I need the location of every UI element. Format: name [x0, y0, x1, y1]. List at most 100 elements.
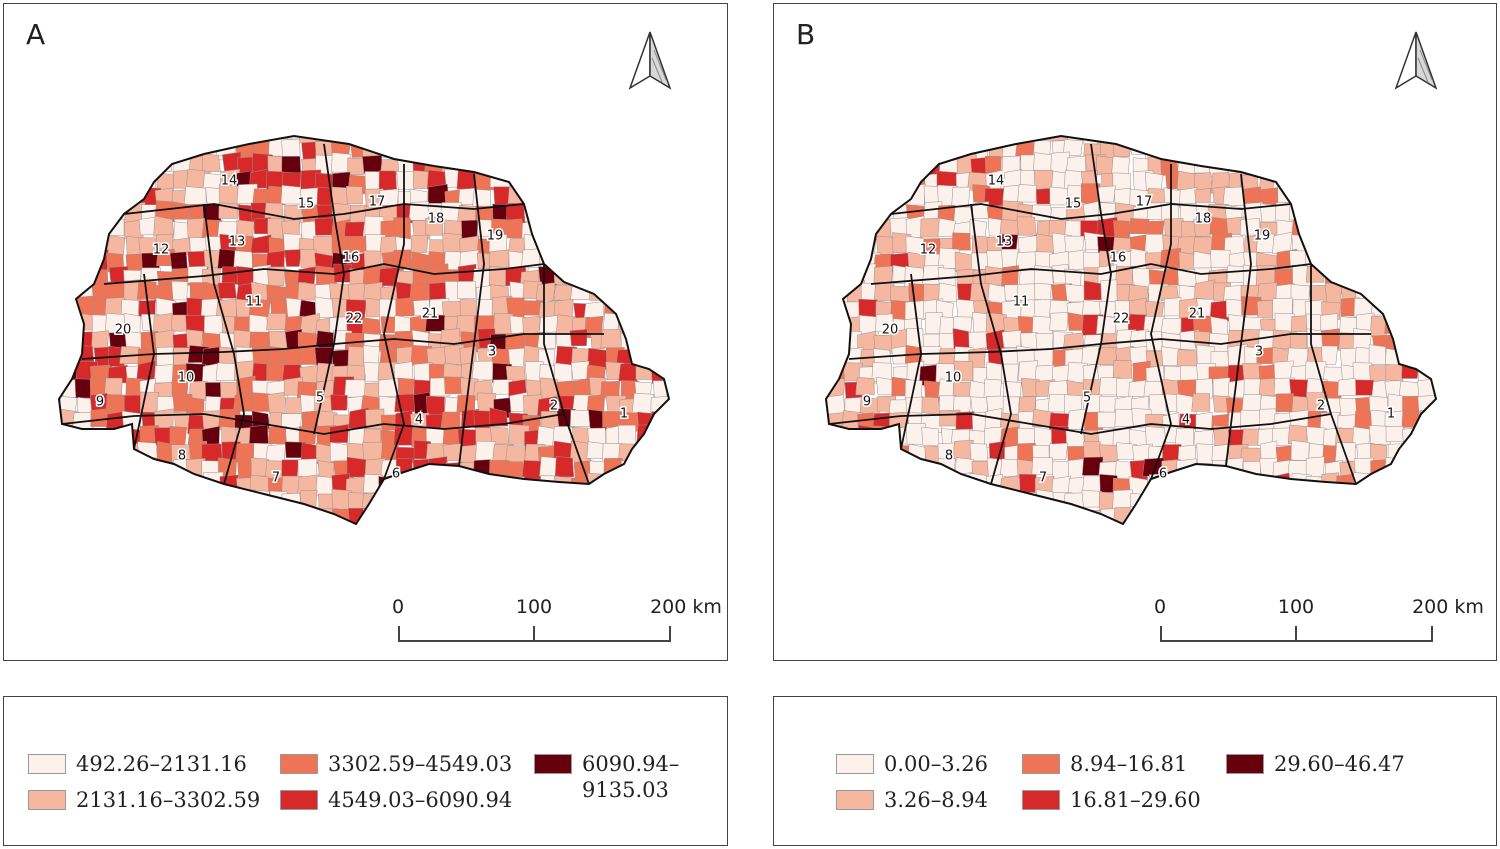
- municipality: [139, 474, 159, 497]
- municipality: [620, 137, 641, 157]
- municipality: [1371, 234, 1391, 256]
- municipality: [650, 396, 669, 413]
- municipality: [59, 153, 63, 172]
- municipality: [685, 330, 707, 348]
- municipality: [72, 504, 91, 524]
- municipality: [603, 473, 625, 492]
- municipality: [201, 153, 221, 172]
- municipality: [890, 136, 912, 142]
- region-label: 2: [550, 399, 558, 414]
- municipality: [1063, 139, 1083, 156]
- municipality: [665, 363, 669, 381]
- municipality: [1020, 540, 1043, 562]
- region-label: 14: [988, 174, 1005, 189]
- municipality: [826, 268, 833, 287]
- municipality: [1433, 459, 1436, 478]
- municipality: [620, 199, 642, 219]
- municipality: [826, 201, 830, 220]
- municipality: [668, 473, 669, 492]
- municipality: [107, 444, 126, 464]
- municipality: [633, 186, 657, 205]
- municipality: [635, 284, 654, 305]
- municipality: [347, 157, 365, 175]
- municipality: [1018, 360, 1039, 382]
- municipality: [1322, 203, 1339, 224]
- municipality: [298, 521, 317, 524]
- municipality: [1193, 506, 1212, 524]
- municipality: [1049, 508, 1068, 524]
- municipality: [1434, 444, 1436, 463]
- municipality: [1160, 317, 1182, 335]
- municipality: [1287, 503, 1306, 524]
- municipality: [826, 317, 846, 337]
- municipality: [471, 360, 494, 381]
- municipality: [477, 476, 496, 496]
- region-label: 19: [1254, 229, 1271, 244]
- region-label: 22: [1113, 312, 1130, 327]
- municipality: [1400, 218, 1423, 238]
- municipality: [636, 508, 658, 524]
- municipality: [1447, 476, 1465, 495]
- municipality: [139, 520, 160, 524]
- municipality: [1196, 520, 1218, 524]
- municipality: [202, 136, 220, 140]
- municipality: [1385, 171, 1406, 193]
- region-label: 5: [316, 391, 324, 406]
- municipality: [313, 235, 333, 256]
- municipality: [236, 489, 256, 509]
- region-boundary: [828, 413, 1332, 435]
- municipality: [683, 200, 701, 222]
- municipality: [215, 362, 238, 381]
- municipality: [395, 297, 415, 317]
- municipality: [874, 491, 893, 510]
- municipality: [1193, 472, 1212, 491]
- municipality: [92, 185, 112, 205]
- municipality: [841, 428, 864, 451]
- municipality: [153, 364, 175, 384]
- municipality: [1307, 201, 1326, 223]
- municipality: [1256, 141, 1279, 161]
- municipality: [185, 489, 203, 512]
- municipality: [1354, 219, 1372, 237]
- municipality: [126, 458, 146, 478]
- municipality: [1368, 188, 1389, 206]
- municipality: [1243, 156, 1263, 176]
- municipality: [826, 331, 845, 352]
- municipality: [1259, 440, 1278, 460]
- municipality: [59, 264, 79, 283]
- municipality: [107, 458, 129, 478]
- municipality: [60, 154, 79, 175]
- municipality: [1452, 524, 1473, 544]
- municipality: [1370, 168, 1389, 190]
- municipality: [299, 248, 318, 268]
- municipality: [538, 522, 557, 524]
- municipality: [538, 504, 560, 524]
- municipality: [621, 267, 643, 288]
- municipality: [859, 505, 881, 524]
- region-label: 10: [178, 371, 195, 386]
- municipality: [1002, 509, 1023, 524]
- municipality: [154, 519, 174, 524]
- municipality: [635, 299, 656, 319]
- municipality: [1144, 171, 1164, 191]
- municipality: [1193, 541, 1213, 561]
- municipality: [59, 172, 78, 192]
- municipality: [602, 539, 624, 560]
- municipality: [397, 136, 415, 157]
- municipality: [59, 283, 76, 305]
- municipality: [1385, 302, 1407, 322]
- municipality: [284, 249, 302, 267]
- municipality: [59, 508, 76, 524]
- municipality: [872, 519, 894, 524]
- municipality: [1115, 136, 1134, 140]
- municipality: [969, 443, 989, 462]
- municipality: [315, 265, 337, 286]
- scale-tick: [669, 626, 671, 642]
- municipality: [1434, 136, 1436, 142]
- municipality: [876, 140, 898, 157]
- municipality: [332, 523, 353, 524]
- municipality: [1163, 538, 1181, 557]
- municipality: [1322, 491, 1345, 511]
- municipality: [428, 492, 447, 508]
- municipality: [1402, 151, 1423, 171]
